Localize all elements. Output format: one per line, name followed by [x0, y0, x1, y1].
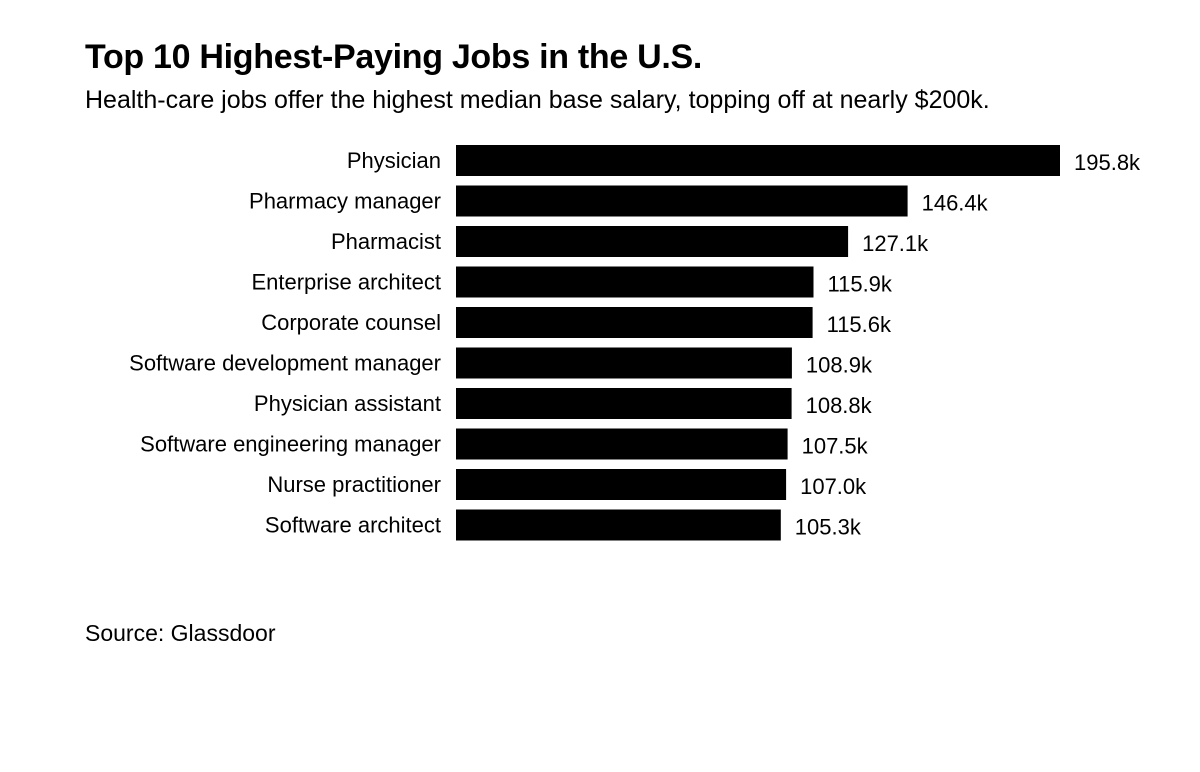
value-label: 115.6k [827, 312, 892, 337]
bar [456, 469, 787, 500]
value-label: 127.1k [862, 231, 929, 256]
category-label: Software development manager [129, 351, 441, 376]
bar [456, 347, 792, 379]
value-label: 108.9k [806, 353, 873, 378]
bar [456, 226, 849, 257]
source-note: Source: Glassdoor [85, 620, 276, 646]
value-label: 108.8k [806, 393, 873, 418]
bar [456, 185, 908, 217]
bar [456, 145, 1060, 176]
bar [456, 266, 814, 298]
value-label: 146.4k [922, 191, 989, 216]
value-label: 115.9k [828, 272, 893, 297]
category-label: Pharmacist [331, 229, 441, 254]
bar [456, 307, 813, 338]
category-label: Nurse practitioner [267, 472, 441, 497]
bar [456, 428, 788, 460]
chart-title: Top 10 Highest-Paying Jobs in the U.S. [85, 38, 703, 76]
category-label: Corporate counsel [261, 310, 441, 335]
value-label: 107.5k [802, 434, 869, 459]
category-label: Physician [347, 148, 441, 173]
bar [456, 388, 792, 419]
bar [456, 509, 781, 541]
category-label: Software engineering manager [140, 432, 441, 457]
category-label: Enterprise architect [251, 270, 441, 295]
value-label: 195.8k [1074, 150, 1141, 175]
value-label: 107.0k [800, 474, 867, 499]
category-label: Software architect [265, 513, 441, 538]
category-label: Physician assistant [254, 391, 441, 416]
category-label: Pharmacy manager [249, 189, 441, 214]
chart-subtitle: Health-care jobs offer the highest media… [85, 86, 990, 114]
value-label: 105.3k [795, 515, 862, 540]
